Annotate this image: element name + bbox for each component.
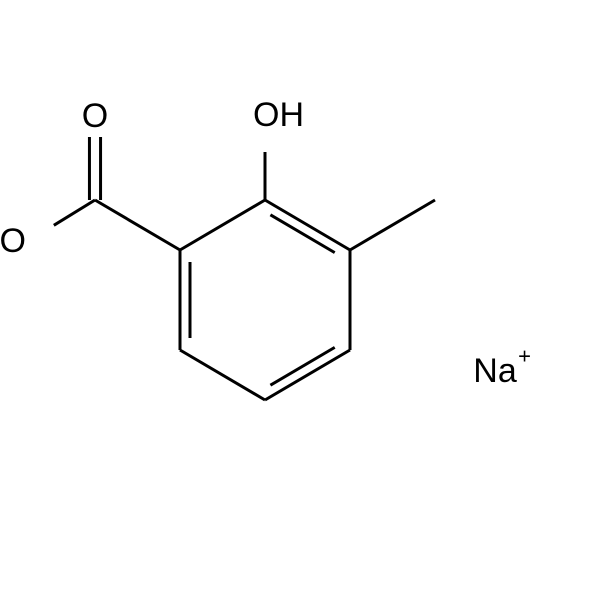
chemical-structure: OO-OHNa+ [0,0,600,600]
atom-label: O [82,97,108,135]
charge-label: + [518,343,531,368]
atom-label: OH [253,96,304,134]
bond [180,350,265,400]
atom-label: Na [473,352,517,390]
bond [265,350,350,400]
bond [265,200,350,250]
bond [54,200,95,225]
bond [350,200,435,250]
bond [180,200,265,250]
bond [95,200,180,250]
atom-label: O [0,222,26,260]
